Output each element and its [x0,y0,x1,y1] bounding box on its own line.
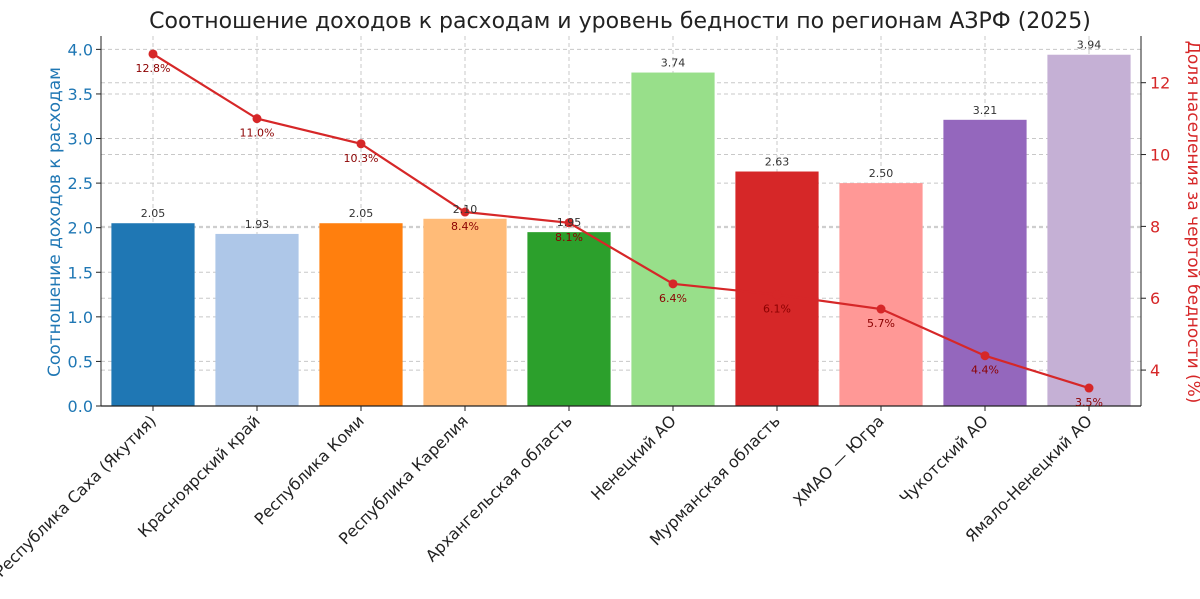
y-tick-label-right: 10 [1150,146,1170,165]
bar-value-label: 2.10 [453,203,478,216]
y-tick-label-left: 1.0 [68,308,93,327]
bar-value-label: 3.94 [1077,39,1102,52]
poverty-value-label: 10.3% [344,152,379,165]
bar [215,233,299,406]
y-axis-label-right: Доля населения за чертой бедности (%) [1183,41,1200,404]
y-tick-label-left: 4.0 [68,40,93,59]
bar [839,183,923,406]
x-tick-label: Республика Коми [251,411,368,528]
y-axis-label-left: Соотношение доходов к расходам [45,67,65,377]
bar-value-label: 2.63 [765,156,790,169]
x-tick-label: Республика Саха (Якутия) [0,411,160,580]
y-tick-label-left: 3.0 [68,130,93,149]
poverty-point [252,114,262,124]
y-tick-label-left: 2.5 [68,174,93,193]
bar [631,72,715,407]
y-tick-label-right: 8 [1150,217,1160,236]
x-tick-label: ХМАО — Югра [789,411,887,509]
x-tick-label: Чукотский АО [896,411,992,507]
poverty-point [668,279,678,289]
bar [423,218,507,406]
poverty-value-label: 11.0% [240,127,275,140]
poverty-point [356,139,366,149]
bar [527,232,611,406]
y-tick-label-right: 6 [1150,289,1160,308]
poverty-point [876,304,886,314]
bar-value-label: 2.05 [141,207,166,220]
poverty-value-label: 12.8% [136,62,171,75]
bar-value-label: 2.50 [869,167,894,180]
poverty-point [980,351,990,361]
poverty-value-label: 6.1% [763,303,791,316]
poverty-value-label: 4.4% [971,364,999,377]
bars [111,54,1131,407]
y-tick-label-right: 12 [1150,74,1170,93]
bar-value-label: 2.05 [349,207,374,220]
y-tick-label-left: 2.0 [68,219,93,238]
poverty-point [148,49,158,59]
bar-value-label: 3.21 [973,104,998,117]
bar-value-label: 3.74 [661,57,686,70]
y-tick-label-left: 3.5 [68,85,93,104]
poverty-line [148,49,1094,393]
y-tick-label-left: 1.5 [68,263,93,282]
bar-value-label: 1.95 [557,216,582,229]
x-tick-label: Ненецкий АО [587,411,680,504]
poverty-series-line [152,53,1090,390]
y-tick-label-left: 0.5 [68,352,93,371]
poverty-value-label: 6.4% [659,292,687,305]
y-tick-label-right: 4 [1150,361,1160,380]
poverty-value-label: 8.1% [555,231,583,244]
bar-value-label: 1.93 [245,218,270,231]
chart-title: Соотношение доходов к расходам и уровень… [149,9,1091,34]
poverty-value-label: 3.5% [1075,396,1103,409]
poverty-value-label: 5.7% [867,317,895,330]
poverty-point [772,290,782,300]
bar [735,171,819,406]
poverty-point [460,207,470,217]
labels: 2.05 1.93 2.05 2.10 1.95 3.74 2.63 2.50 3.21 3.94… [136,39,1103,409]
poverty-point [564,218,574,228]
bar [111,223,195,406]
poverty-point [1084,383,1094,393]
y-tick-label-left: 0.0 [68,397,93,416]
poverty-value-label: 8.4% [451,220,479,233]
bar [1047,54,1131,406]
bar [319,223,403,406]
